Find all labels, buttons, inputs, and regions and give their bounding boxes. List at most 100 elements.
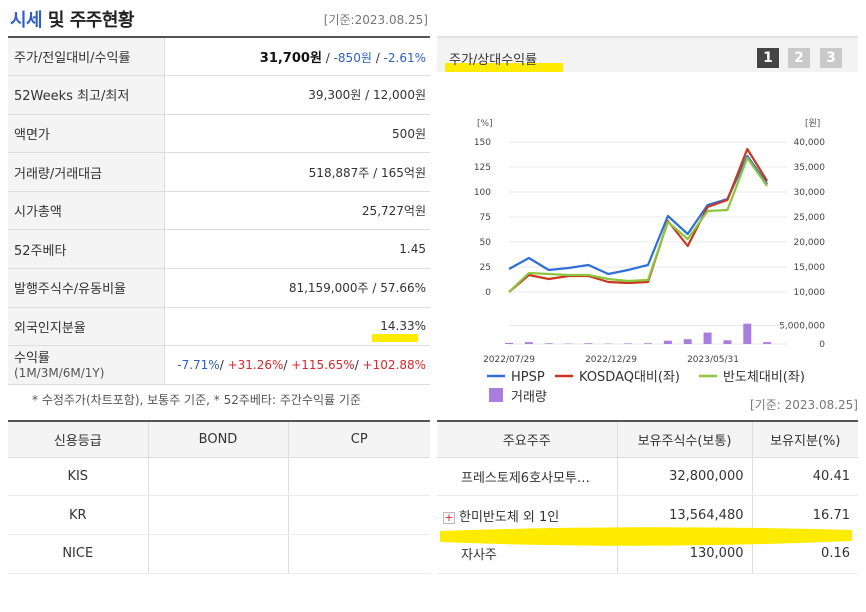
quote-table: 주가/전일대비/수익률 31,700원 / -850원 / -2.61% 52W… <box>8 36 430 385</box>
volume-bar <box>524 342 533 344</box>
footnote: * 수정주가(차트포함), 보통주 기준, * 52주베타: 주간수익률 기준 <box>32 392 361 407</box>
volume-bar <box>644 343 652 344</box>
volume-tick-label: 0 <box>819 340 825 350</box>
row-label: 수익률 (1M/3M/6M/1Y) <box>8 345 165 385</box>
row-label: 외국인지분율 <box>8 307 165 347</box>
volume-bar <box>584 343 593 344</box>
credit-rating-table: 신용등급 BOND CP KIS KR NICE <box>8 420 430 574</box>
shareholders-table: 주요주주 보유주식수(보통) 보유지분(%) 프레스토제6호사모투… 32,80… <box>437 420 858 574</box>
holder-name: 한미반도체 외 1인 <box>459 509 560 525</box>
volume-bar <box>703 332 712 344</box>
column-header: BOND <box>148 421 289 458</box>
x-tick-label: 2023/05/31 <box>687 355 739 365</box>
y-right-tick-label: 20,000 <box>794 238 826 248</box>
y-left-tick-label: 150 <box>474 138 491 148</box>
table-header-row: 신용등급 BOND CP <box>8 421 430 458</box>
volume-tick-label: 5,000,000 <box>779 322 825 332</box>
volume-bar <box>624 343 633 344</box>
cp-rating <box>288 534 430 574</box>
chart-tab-3[interactable]: 3 <box>820 48 842 68</box>
y-right-tick-label: 10,000 <box>794 288 826 298</box>
row-label: 52Weeks 최고/최저 <box>8 75 165 115</box>
column-header: 보유지분(%) <box>752 421 858 458</box>
legend-label: HPSP <box>511 370 545 385</box>
row-label: 거래량/거래대금 <box>8 152 165 192</box>
table-row: 거래량/거래대금 518,887주 / 165억원 <box>8 152 430 192</box>
expand-plus-icon[interactable]: + <box>443 510 455 524</box>
cp-rating <box>288 457 430 497</box>
chart-title: 주가/상대수익률 <box>449 53 538 68</box>
row-label: 액면가 <box>8 114 165 154</box>
y-right-tick-label: 35,000 <box>794 163 826 173</box>
bond-rating <box>148 457 289 497</box>
y-left-tick-label: 125 <box>474 163 491 173</box>
left-axis-unit: [%] <box>477 119 493 129</box>
row-value: 81,159,000주 / 57.66% <box>164 268 430 308</box>
agency-name: KIS <box>8 457 149 497</box>
legend-swatch <box>489 388 503 402</box>
volume-bar <box>743 323 752 344</box>
row-value: 518,887주 / 165억원 <box>164 152 430 192</box>
series-line <box>508 154 768 276</box>
table-row: + 한미반도체 외 1인 13,564,480 16.71 <box>437 495 858 535</box>
table-row: 외국인지분율 14.33% <box>8 307 430 347</box>
table-row: 52주베타 1.45 <box>8 229 430 270</box>
section-header: 시세 및 주주현황 [기준:2023.08.25] <box>8 0 430 36</box>
table-row: NICE <box>8 534 430 574</box>
bond-rating <box>148 495 289 535</box>
holder-shares: 32,800,000 <box>617 457 753 497</box>
table-header-row: 주요주주 보유주식수(보통) 보유지분(%) <box>437 421 858 458</box>
highlight-mark <box>372 333 418 342</box>
y-right-tick-label: 40,000 <box>794 138 826 148</box>
holders-standard-date: [기준: 2023.08.25] <box>749 398 858 412</box>
holder-pct: 0.16 <box>752 534 858 574</box>
table-row: 발행주식수/유동비율 81,159,000주 / 57.66% <box>8 268 430 308</box>
table-row: KIS <box>8 457 430 497</box>
holder-pct: 16.71 <box>752 495 858 535</box>
highlight-mark <box>445 63 563 72</box>
holder-name: 프레스토제6호사모투… <box>437 457 618 497</box>
column-header: 주요주주 <box>437 421 618 458</box>
series-line <box>508 147 769 293</box>
holder-shares: 130,000 <box>617 534 753 574</box>
agency-name: KR <box>8 495 149 535</box>
returns-value: -7.71%/ +31.26%/ +115.65%/ +102.88% <box>164 345 430 385</box>
y-left-tick-label: 25 <box>480 263 491 273</box>
holder-name: 자사주 <box>437 534 618 574</box>
table-row: 자사주 130,000 0.16 <box>437 534 858 574</box>
legend-label: 거래량 <box>511 390 547 405</box>
row-value: 25,727억원 <box>164 191 430 231</box>
row-label: 시가총액 <box>8 191 165 231</box>
y-left-tick-label: 100 <box>474 188 491 198</box>
table-row: 수익률 (1M/3M/6M/1Y) -7.71%/ +31.26%/ +115.6… <box>8 345 430 385</box>
column-header: CP <box>288 421 430 458</box>
foreign-ownership-cell: 14.33% <box>164 307 430 347</box>
row-label: 52주베타 <box>8 229 165 270</box>
volume-bar <box>723 340 732 344</box>
right-axis-unit: [원] <box>805 118 820 129</box>
volume-bar <box>505 342 513 344</box>
price-value: 31,700원 / -850원 / -2.61% <box>164 37 430 77</box>
table-row: 프레스토제6호사모투… 32,800,000 40.41 <box>437 457 858 497</box>
table-row: 주가/전일대비/수익률 31,700원 / -850원 / -2.61% <box>8 37 430 77</box>
chart-tab-1[interactable]: 1 <box>757 48 779 68</box>
cp-rating <box>288 495 430 535</box>
legend-label: KOSDAQ대비(좌) <box>579 370 680 385</box>
column-header: 신용등급 <box>8 421 149 458</box>
page-title: 시세 및 주주현황 <box>10 10 134 31</box>
y-left-tick-label: 0 <box>485 288 491 298</box>
y-right-tick-label: 30,000 <box>794 188 826 198</box>
table-row: 액면가 500원 <box>8 114 430 154</box>
holder-pct: 40.41 <box>752 457 858 497</box>
holder-shares: 13,564,480 <box>617 495 753 535</box>
legend-label: 반도체대비(좌) <box>723 370 805 385</box>
chart-tab-2[interactable]: 2 <box>788 48 810 68</box>
y-right-tick-label: 25,000 <box>794 213 826 223</box>
row-value: 500원 <box>164 114 430 154</box>
x-tick-label: 2022/07/29 <box>483 355 535 365</box>
table-row: 시가총액 25,727억원 <box>8 191 430 231</box>
table-row: 52Weeks 최고/최저 39,300원 / 12,000원 <box>8 75 430 115</box>
holder-name-cell: + 한미반도체 외 1인 <box>437 495 618 535</box>
row-label: 발행주식수/유동비율 <box>8 268 165 308</box>
volume-bar <box>544 343 553 344</box>
